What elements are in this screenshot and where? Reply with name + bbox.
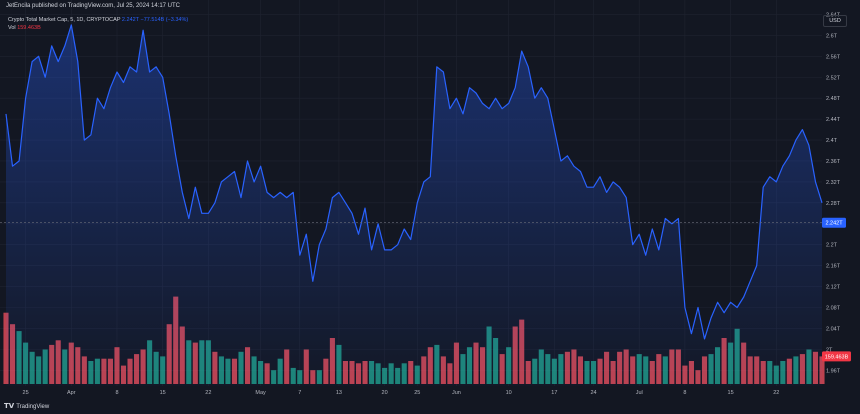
y-tick-label: 2.12T xyxy=(826,285,841,291)
symbol-legend[interactable]: Crypto Total Market Cap, 5, 1D, CRYPTOCA… xyxy=(8,17,188,23)
x-tick-label: May xyxy=(255,390,266,396)
change-value: −77.514B (−3.34%) xyxy=(140,17,189,23)
y-tick-label: 2.44T xyxy=(826,117,841,123)
x-tick-label: 13 xyxy=(336,390,342,396)
x-tick-label: Jul xyxy=(636,390,643,396)
last-price-tag xyxy=(822,217,846,228)
x-tick-label: 8 xyxy=(115,390,118,396)
y-tick-label: 2T xyxy=(826,347,833,353)
time-axis[interactable]: 25 Apr 8 15 22 May 7 13 20 25 Jun 10 17 24 Jul 8 15 22 xyxy=(23,390,780,396)
y-tick-label: 2.08T xyxy=(826,306,841,312)
x-tick-label: 25 xyxy=(414,390,420,396)
x-tick-label: 22 xyxy=(205,390,211,396)
price-line xyxy=(5,24,823,340)
x-tick-label: 22 xyxy=(773,390,779,396)
y-tick-label: 2.36T xyxy=(826,159,841,165)
y-tick-label: 2.16T xyxy=(826,264,841,270)
volume-label: Vol xyxy=(8,25,16,31)
y-tick-label: 2.4T xyxy=(826,138,838,144)
x-tick-label: 15 xyxy=(160,390,166,396)
currency-button[interactable]: USD xyxy=(823,15,847,27)
last-value: 2.242T xyxy=(121,17,139,23)
brand-label: TradingView xyxy=(16,404,50,410)
y-tick-label: 2.04T xyxy=(826,326,841,332)
y-tick-label: 2.48T xyxy=(826,96,841,102)
x-tick-label: 7 xyxy=(298,390,301,396)
y-tick-label: 2.32T xyxy=(826,180,841,186)
y-tick-label: 2.56T xyxy=(826,54,841,60)
price-area-fill xyxy=(6,24,822,387)
x-tick-label: 8 xyxy=(683,390,686,396)
x-tick-label: 24 xyxy=(590,390,596,396)
y-tick-label: 2.2T xyxy=(826,243,838,249)
y-tick-label: 1.96T xyxy=(826,368,841,374)
x-tick-label: 20 xyxy=(382,390,388,396)
last-volume-tag xyxy=(822,351,851,362)
publish-info: JetEncila published on TradingView.com, … xyxy=(6,3,180,9)
price-axis[interactable]: 1.96T2T2.04T2.08T2.12T2.16T2.2T2.24T2.28… xyxy=(826,12,841,374)
x-tick-label: 17 xyxy=(551,390,557,396)
tradingview-brand[interactable]: 𝗧𝗩 TradingView xyxy=(4,402,49,410)
price-tags: 2.242T 159.463B xyxy=(822,217,851,362)
symbol-title: Crypto Total Market Cap, 5, 1D, CRYPTOCA… xyxy=(8,17,121,23)
x-tick-label: 25 xyxy=(23,390,29,396)
x-tick-label: Apr xyxy=(67,390,76,396)
volume-legend[interactable]: Vol 159.463B xyxy=(8,25,41,31)
x-tick-label: 15 xyxy=(728,390,734,396)
x-tick-label: Jun xyxy=(452,390,461,396)
volume-value: 159.463B xyxy=(17,25,41,31)
last-volume-tag-label: 159.463B xyxy=(825,354,849,360)
y-tick-label: 2.6T xyxy=(826,33,838,39)
tradingview-logo-icon: 𝗧𝗩 xyxy=(4,403,15,410)
y-tick-label: 2.28T xyxy=(826,201,841,207)
x-tick-label: 10 xyxy=(506,390,512,396)
last-price-tag-label: 2.242T xyxy=(825,221,843,227)
y-tick-label: 2.52T xyxy=(826,75,841,81)
